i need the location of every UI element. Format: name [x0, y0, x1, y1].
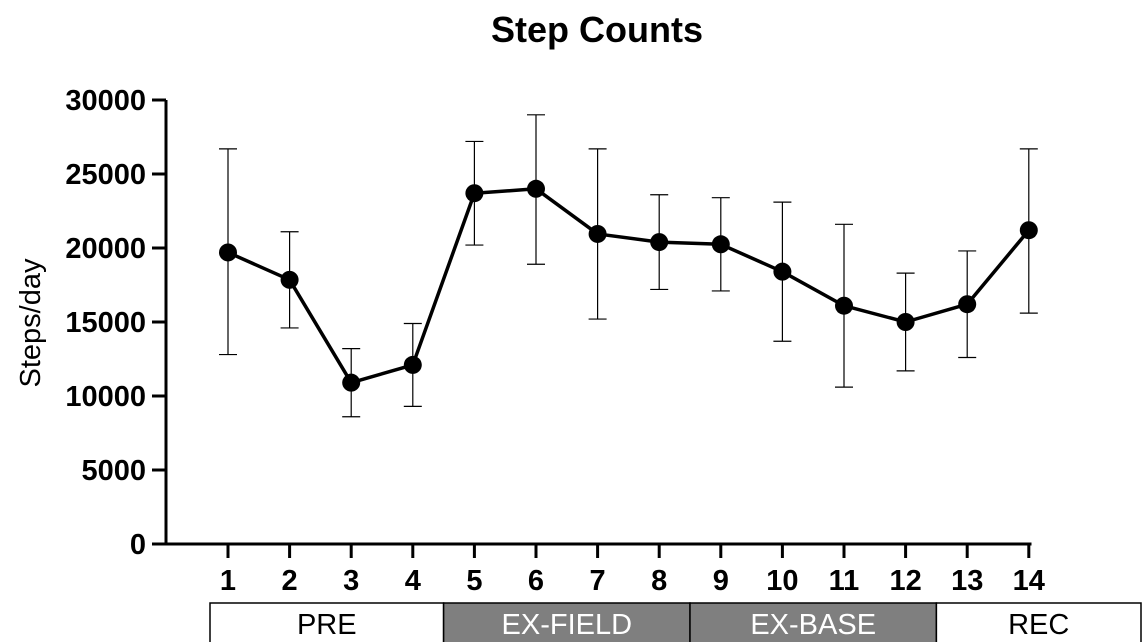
phase-label: REC: [1008, 609, 1069, 641]
x-tick-label: 11: [829, 565, 860, 597]
data-point: [1019, 221, 1038, 240]
phase-bar: PRE EX-FIELD EX-BASE REC: [209, 602, 1142, 642]
data-point: [527, 179, 545, 198]
y-tick-label: 5000: [81, 455, 146, 487]
data-point: [896, 313, 915, 331]
x-tick-label: 12: [889, 565, 921, 597]
y-tick-label: 25000: [65, 159, 146, 191]
phase-label: PRE: [297, 609, 357, 641]
series-line: [227, 187, 1031, 385]
y-tick-label: 20000: [65, 233, 146, 265]
x-tick-label: 10: [766, 565, 798, 597]
chart-title: Step Counts: [491, 9, 703, 50]
series-polyline: [227, 187, 1031, 385]
x-ticks: 1 2 3 4 5 6 7 8 9 10 11 12 13 14: [220, 544, 1045, 597]
data-point: [773, 262, 792, 281]
x-tick-label: 6: [528, 565, 544, 597]
y-axis-label: Steps/day: [15, 258, 47, 387]
phase-label: EX-FIELD: [502, 609, 633, 641]
phase-box: [689, 602, 938, 642]
x-tick-label: 13: [951, 565, 983, 597]
data-point: [711, 235, 730, 254]
y-tick-label: 0: [130, 529, 146, 561]
x-tick-label: 1: [220, 565, 236, 597]
data-point: [650, 233, 669, 252]
x-tick-label: 2: [282, 565, 298, 597]
x-tick-label: 5: [466, 565, 482, 597]
data-point: [342, 373, 361, 392]
phase-box: [209, 602, 445, 642]
data-point: [465, 184, 484, 203]
data-point: [588, 224, 607, 243]
x-tick-label: 7: [590, 565, 606, 597]
y-tick-label: 30000: [65, 85, 146, 117]
y-tick-label: 10000: [65, 381, 146, 413]
error-bars: [219, 114, 1038, 418]
x-tick-label: 14: [1013, 565, 1045, 597]
phase-label: EX-BASE: [750, 609, 876, 641]
phase-box: [935, 602, 1142, 642]
x-tick-label: 9: [713, 565, 729, 597]
x-tick-label: 4: [405, 565, 421, 597]
data-point: [280, 270, 299, 289]
data-point: [835, 296, 853, 315]
x-tick-label: 8: [651, 565, 667, 597]
data-point: [958, 295, 977, 314]
data-point: [219, 243, 237, 262]
x-tick-label: 3: [343, 565, 359, 597]
data-point: [403, 355, 422, 374]
y-tick-label: 15000: [65, 307, 146, 339]
data-points: [219, 179, 1038, 392]
y-ticks: 0 5000 10000 15000 20000 25000 30000: [65, 85, 166, 561]
